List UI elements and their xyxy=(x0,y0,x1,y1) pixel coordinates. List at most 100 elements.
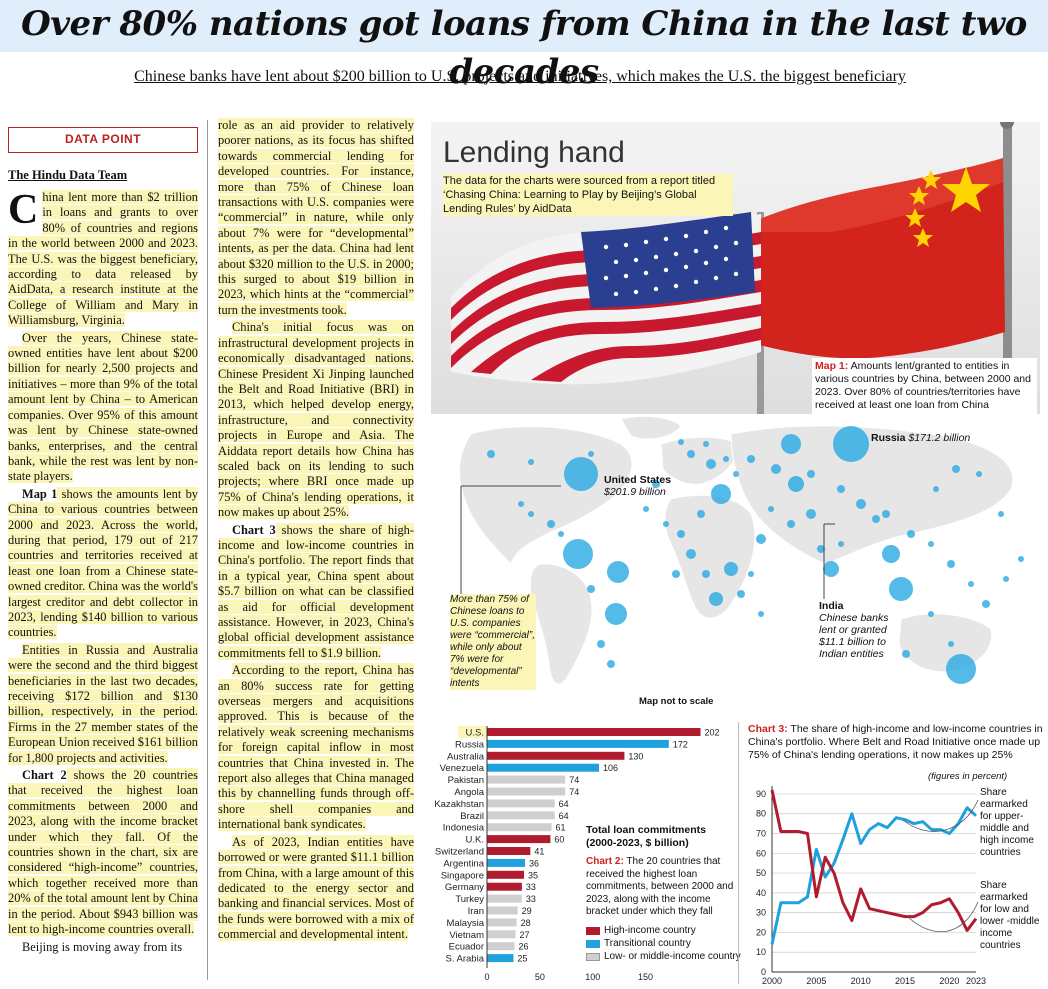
bar xyxy=(487,763,600,772)
loan-bubble xyxy=(723,456,729,462)
loan-bubble xyxy=(563,539,593,569)
chart-2-title: Total loan commitments (2000-2023, $ bil… xyxy=(586,824,706,849)
loan-bubble xyxy=(547,520,555,528)
loan-bubble xyxy=(948,641,954,647)
x-tick-label: 2005 xyxy=(806,976,826,984)
article-paragraph: shows the 20 countries that received the… xyxy=(8,768,198,937)
europe-shape xyxy=(660,436,742,485)
article-paragraph: shows the share of high-income and low-i… xyxy=(218,522,414,660)
loan-bubble xyxy=(928,541,934,547)
x-tick-label: 50 xyxy=(535,972,545,982)
column-rule xyxy=(207,120,208,980)
map-1-reference: Map 1 xyxy=(22,486,58,501)
x-tick-label: 100 xyxy=(585,972,600,982)
chart-2: U.S. 202 Russia 172 Australia 130 Venezuela 106… xyxy=(430,722,730,984)
annotation-arrow-lower xyxy=(907,901,979,933)
bar-value-label: 64 xyxy=(559,799,569,809)
bar-category-label: Australia xyxy=(447,751,485,762)
x-tick-label: 2010 xyxy=(851,976,871,984)
bar xyxy=(487,858,526,867)
loan-bubble xyxy=(687,450,695,458)
loan-bubble xyxy=(677,530,685,538)
asia-shape xyxy=(730,425,1014,565)
bar xyxy=(487,787,566,796)
y-tick-label: 20 xyxy=(756,927,766,937)
loan-bubble xyxy=(946,654,976,684)
loan-bubble xyxy=(1003,576,1009,582)
bar-category-label: Pakistan xyxy=(448,775,484,786)
bar-value-label: 41 xyxy=(534,847,544,857)
chart-3-label: Chart 3: xyxy=(748,723,788,735)
chart-2-caption: Chart 2: The 20 countries that received … xyxy=(586,856,736,919)
loan-bubble xyxy=(724,562,738,576)
bar-value-label: 106 xyxy=(603,763,618,773)
loan-bubble xyxy=(807,470,815,478)
india-label: India Chinese banks lent or granted $11.1… xyxy=(819,600,889,660)
y-tick-label: 90 xyxy=(756,789,766,799)
loan-bubble xyxy=(487,450,495,458)
legend-label-low: Low- or middle-income country xyxy=(604,951,741,962)
chart-2-reference: Chart 2 xyxy=(22,768,67,783)
loan-bubble xyxy=(756,534,766,544)
loan-bubble xyxy=(833,426,869,462)
article-column-2: role as an aid provider to relatively po… xyxy=(218,118,414,945)
bar-category-label: Ecuador xyxy=(449,942,484,953)
loan-bubble xyxy=(817,545,825,553)
bar xyxy=(487,906,518,915)
legend-label-high: High-income country xyxy=(604,925,696,936)
map-1-label: Map 1: xyxy=(815,360,849,372)
y-tick-label: 30 xyxy=(756,908,766,918)
loan-bubble xyxy=(902,650,910,658)
flags-image xyxy=(431,122,1040,414)
loan-bubble xyxy=(998,511,1004,517)
loan-bubble xyxy=(672,570,680,578)
byline: The Hindu Data Team xyxy=(8,168,128,182)
bar xyxy=(487,751,625,760)
loan-bubble xyxy=(607,561,629,583)
bar-value-label: 172 xyxy=(673,739,688,749)
bar-value-label: 61 xyxy=(555,823,565,833)
article-paragraph: Entities in Russia and Australia were th… xyxy=(8,642,198,765)
loan-bubble xyxy=(976,471,982,477)
y-tick-label: 60 xyxy=(756,848,766,858)
legend-item-low: Low- or middle-income country xyxy=(586,950,741,963)
bar xyxy=(487,942,515,951)
series-line-upper xyxy=(770,806,977,945)
x-tick-label: 2000 xyxy=(762,976,782,984)
bar-category-label: Brazil xyxy=(460,811,484,822)
loan-bubble xyxy=(928,611,934,617)
subhead: Chinese banks have lent about $200 billi… xyxy=(134,68,906,85)
map-scale-note: Map not to scale xyxy=(639,696,714,707)
loan-bubble xyxy=(933,486,939,492)
loan-bubble xyxy=(947,560,955,568)
y-tick-label: 80 xyxy=(756,809,766,819)
loan-bubble xyxy=(882,545,900,563)
article-paragraph: According to the report, China has an 80… xyxy=(218,663,414,832)
loan-bubble xyxy=(643,506,649,512)
greenland-shape xyxy=(620,415,682,440)
y-tick-label: 70 xyxy=(756,829,766,839)
legend-label-transitional: Transitional country xyxy=(604,938,691,949)
bar-category-label: Turkey xyxy=(455,894,484,905)
loan-bubble xyxy=(781,434,801,454)
south-america-shape xyxy=(529,563,593,685)
bar-category-label: Indonesia xyxy=(443,823,485,834)
drop-cap: C xyxy=(8,187,39,233)
bar-value-label: 27 xyxy=(520,930,530,940)
loan-bubble xyxy=(703,441,709,447)
chart-2-svg: U.S. 202 Russia 172 Australia 130 Venezuela 106… xyxy=(434,726,720,982)
loan-bubble xyxy=(652,480,660,488)
bar-category-label: U.K. xyxy=(466,835,484,846)
loan-bubble xyxy=(806,509,816,519)
x-tick-label: 150 xyxy=(638,972,653,982)
loan-bubble xyxy=(587,585,595,593)
flags-illustration: Lending hand The data for the charts wer… xyxy=(431,122,1040,414)
us-label: United States $201.9 billion xyxy=(604,474,672,498)
loan-bubble xyxy=(968,581,974,587)
russia-label: Russia $171.2 billion xyxy=(871,432,971,444)
hero-subtitle: The data for the charts were sourced fro… xyxy=(443,174,733,216)
bar-category-label: Singapore xyxy=(441,870,484,881)
loan-bubble xyxy=(838,541,844,547)
bar-value-label: 74 xyxy=(569,775,579,785)
loan-bubble xyxy=(607,660,615,668)
